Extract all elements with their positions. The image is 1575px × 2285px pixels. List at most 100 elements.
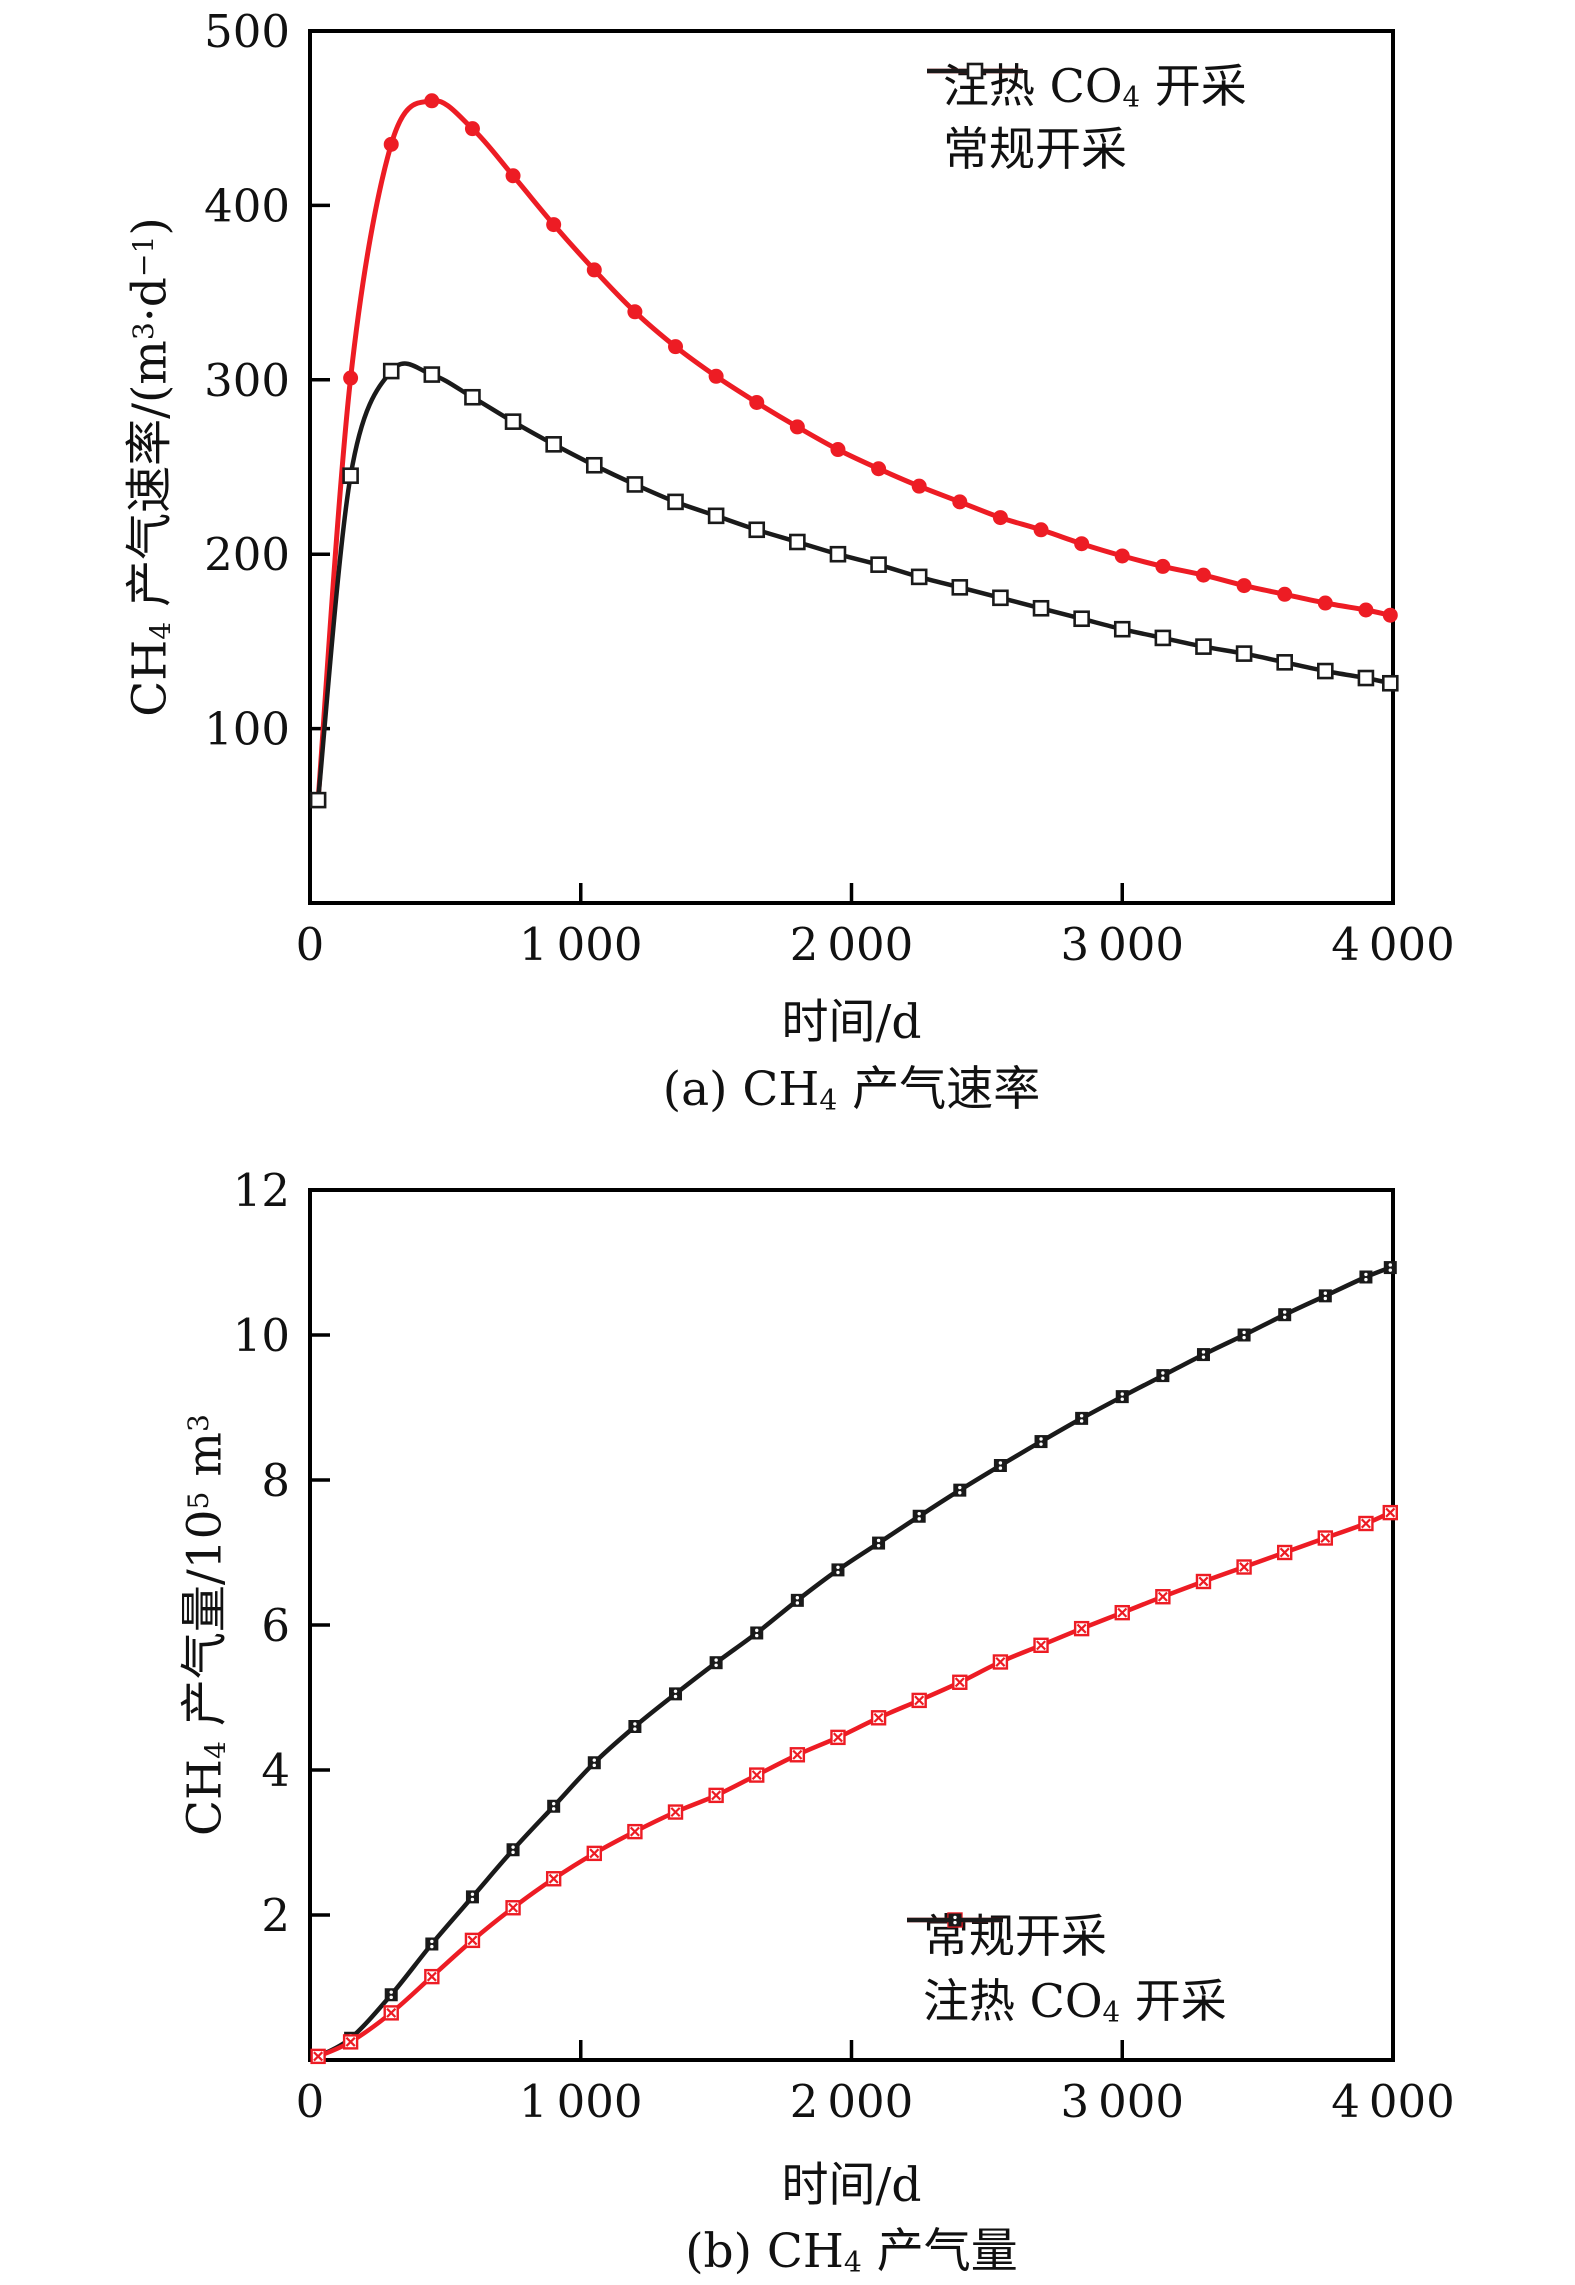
data-point-marker [749, 394, 765, 410]
chart-a-x-tick-label: 4 000 [1331, 918, 1455, 971]
data-point-marker [1113, 620, 1131, 638]
chart-a-y-axis-title-text: CH4 产气速率/(m3·d−1) [122, 217, 178, 717]
marker-x-glyph [873, 1712, 884, 1723]
chart-a-series-conventional-markers [309, 362, 1399, 809]
marker-dot [1283, 1310, 1287, 1314]
chart-b: 0 1 000 2 000 3 000 4 000 2 4 6 8 10 12 [233, 1164, 1455, 2128]
data-point-marker [1034, 1435, 1048, 1449]
marker-x-glyph [711, 1790, 722, 1801]
marker-dot [551, 1801, 556, 1806]
data-point-marker [1154, 629, 1172, 647]
data-point-marker [750, 1626, 764, 1640]
chart-b-series-conventional-line [315, 1510, 1393, 2059]
chart-b-ticks: 0 1 000 2 000 3 000 4 000 2 4 6 8 10 12 [233, 1164, 1455, 2128]
data-point-marker [1032, 599, 1050, 617]
data-point-marker [870, 556, 887, 573]
data-point-marker [1115, 1390, 1129, 1404]
data-point-marker [1033, 522, 1049, 538]
data-point-marker [992, 589, 1009, 607]
marker-dot [1388, 1268, 1392, 1272]
data-point-marker [709, 1656, 723, 1670]
marker-x-glyph [792, 1749, 803, 1760]
data-point-marker [547, 1799, 561, 1813]
marker-dot [389, 1990, 393, 1994]
data-point-marker [628, 1720, 642, 1733]
data-point-marker [506, 1843, 520, 1857]
data-point-marker [790, 1593, 804, 1607]
data-point-marker [789, 533, 806, 551]
marker-dot [876, 1538, 881, 1543]
legend-entry-label: 常规开采 [943, 121, 1127, 176]
marker-dot [795, 1601, 800, 1605]
chart-a-caption: (a) CH4 产气速率 [662, 1062, 1041, 1117]
data-point-marker [423, 366, 441, 383]
marker-x-glyph [670, 1807, 681, 1818]
marker-dot [755, 1633, 759, 1638]
marker-x-glyph [629, 1826, 640, 1837]
marker-x-glyph [914, 1695, 925, 1706]
chart-b-y-tick-label: 4 [261, 1744, 290, 1797]
chart-a-y-tick-label: 100 [204, 703, 290, 756]
marker-x-glyph [1198, 1576, 1209, 1587]
chart-b-legend: 常规开采 注热 CO4 开采 [905, 1900, 1227, 2030]
data-point-marker [1381, 674, 1399, 692]
marker-dot [1120, 1397, 1124, 1401]
chart-b-x-tick-label: 0 [296, 2075, 325, 2128]
data-point-marker [948, 1913, 962, 1927]
data-point-marker [309, 791, 327, 809]
data-point-marker [1073, 610, 1090, 628]
data-point-marker [1317, 662, 1334, 680]
data-point-marker [667, 493, 684, 511]
data-point-marker [952, 494, 968, 510]
marker-dot [673, 1689, 678, 1693]
marker-x-glyph [548, 1873, 559, 1884]
marker-dot [1283, 1315, 1287, 1320]
data-point-marker [464, 388, 481, 406]
legend-sample-line-icon [907, 1913, 1003, 1927]
marker-x-glyph [1320, 1533, 1331, 1543]
data-point-marker [545, 436, 562, 453]
chart-b-y-tick-label: 12 [233, 1164, 290, 1217]
data-point-marker [627, 304, 643, 320]
data-point-marker [1358, 602, 1374, 618]
chart-b-x-axis-title: 时间/d [781, 2158, 922, 2213]
data-point-marker [992, 510, 1008, 526]
data-point-marker [993, 1459, 1007, 1472]
marker-dot [673, 1694, 678, 1699]
data-point-marker [669, 1687, 683, 1701]
chart-a-x-axis-title: 时间/d [781, 995, 922, 1050]
data-point-marker [871, 461, 887, 477]
marker-dot [953, 1920, 957, 1925]
marker-dot [876, 1543, 881, 1548]
chart-a-x-tick-label: 2 000 [790, 918, 914, 971]
data-point-marker [425, 1937, 439, 1951]
data-point-marker [1317, 595, 1333, 611]
marker-x-glyph [954, 1677, 965, 1688]
data-point-marker [831, 1563, 845, 1577]
marker-dot [714, 1658, 718, 1662]
marker-x-glyph [345, 2036, 356, 2047]
chart-a-series-heated-line [315, 98, 1393, 803]
marker-dot [755, 1628, 759, 1633]
marker-dot [633, 1727, 637, 1731]
marker-dot [592, 1763, 596, 1768]
data-point-marker [1195, 638, 1212, 655]
chart-a-ticks: 0 1 000 2 000 3 000 4 000 100 200 300 400 500 [204, 5, 1455, 971]
marker-dot [1039, 1437, 1043, 1441]
marker-dot [836, 1570, 840, 1575]
marker-dot [511, 1845, 515, 1849]
chart-b-x-tick-label: 4 000 [1331, 2075, 1455, 2128]
data-point-marker [1318, 1289, 1332, 1303]
marker-dot [958, 1485, 962, 1490]
data-point-marker [1196, 1348, 1210, 1362]
data-point-marker [830, 442, 846, 458]
marker-x-glyph [751, 1770, 762, 1781]
data-point-marker [546, 217, 562, 233]
data-point-marker [1382, 607, 1398, 623]
marker-x-glyph [1279, 1547, 1290, 1558]
data-point-marker [424, 93, 440, 109]
chart-a-series-heated-markers [310, 93, 1398, 808]
data-point-marker [953, 1483, 967, 1497]
marker-dot [1201, 1355, 1206, 1359]
